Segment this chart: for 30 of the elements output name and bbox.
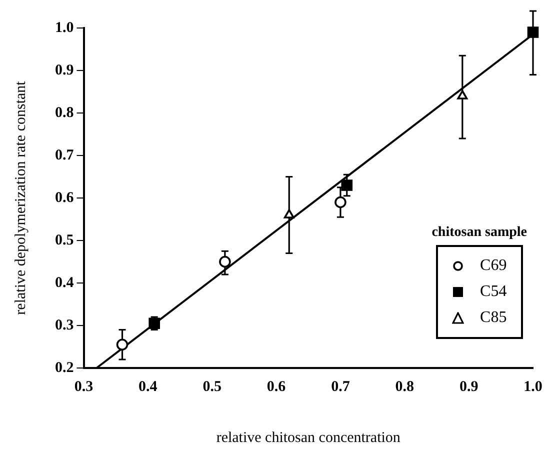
y-axis-title: relative depolymerization rate constant: [12, 80, 29, 315]
x-tick-label: 0.9: [459, 378, 478, 395]
y-tick-label: 0.3: [55, 317, 74, 334]
y-tick-label: 0.8: [55, 104, 74, 121]
legend-label: C69: [480, 256, 507, 276]
x-tick-label: 0.5: [202, 378, 222, 395]
y-tick-label: 0.5: [55, 232, 74, 248]
x-axis-title: relative chitosan concentration: [216, 430, 401, 446]
legend-label: C54: [480, 282, 507, 302]
y-tick-label: 0.9: [55, 62, 74, 78]
legend-title: chitosan sample: [432, 225, 527, 241]
point: [284, 209, 294, 218]
y-tick-label: 0.2: [55, 360, 74, 376]
x-tick-label: 0.6: [266, 378, 286, 395]
point: [334, 196, 346, 208]
x-tick-label: 0.7: [331, 378, 350, 395]
y-tick-label: 0.7: [55, 147, 74, 164]
y-tick-label: 0.4: [55, 274, 74, 291]
point: [116, 338, 128, 351]
point: [457, 90, 468, 100]
x-tick-label: 0.3: [74, 378, 94, 395]
point: [341, 180, 353, 191]
x-tick-label: 0.8: [395, 378, 414, 395]
x-tick-label: 0.4: [138, 378, 158, 395]
x-tick-label: 1.0: [524, 378, 542, 395]
point: [219, 256, 231, 268]
point: [527, 26, 539, 38]
y-tick-label: 1.0: [55, 20, 74, 36]
y-tick-label: 0.6: [55, 190, 74, 206]
legend-label: C85: [480, 308, 507, 328]
